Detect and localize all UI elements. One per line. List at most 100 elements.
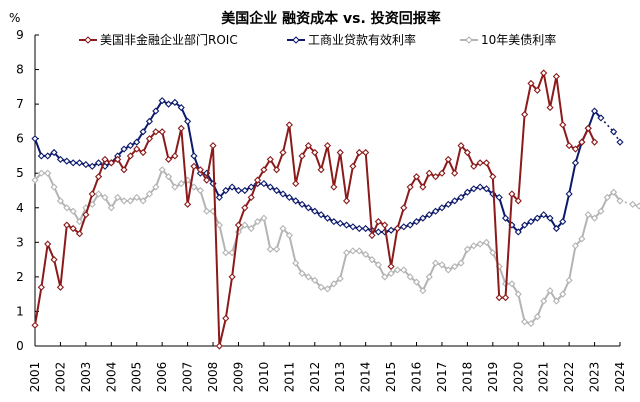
series-1	[31, 97, 624, 236]
data-point	[177, 180, 185, 188]
data-point	[514, 228, 522, 236]
data-point	[610, 128, 618, 136]
x-tick-label: 2002	[53, 362, 67, 393]
chart-title: 美国企业 融资成本 vs. 投资回报率	[221, 10, 440, 27]
data-point	[323, 214, 332, 222]
data-point	[152, 183, 160, 191]
data-point	[419, 214, 427, 222]
data-point	[368, 231, 376, 240]
data-point	[190, 183, 198, 191]
data-point	[50, 148, 58, 157]
data-point	[463, 188, 471, 196]
data-point	[279, 190, 287, 198]
data-point	[82, 161, 90, 169]
data-point	[527, 319, 535, 328]
data-point	[260, 180, 268, 188]
data-point	[50, 256, 58, 264]
data-point	[126, 152, 134, 160]
data-point	[69, 207, 77, 215]
data-point	[533, 86, 541, 94]
legend-swatch-marker	[465, 36, 473, 44]
plot-area: 0 1 2 3 4 5 6 7 8 9 2001 2002 2003 2004 2005 2006 2007 20…	[16, 28, 640, 392]
data-point	[56, 283, 65, 291]
data-point	[565, 141, 573, 150]
data-point	[451, 262, 459, 271]
data-point	[44, 169, 52, 177]
data-point	[285, 231, 293, 240]
data-point	[190, 152, 198, 160]
data-point	[304, 141, 313, 150]
data-point	[470, 185, 478, 193]
data-point	[266, 183, 274, 191]
data-point	[177, 124, 185, 132]
data-point	[177, 103, 185, 112]
data-point	[457, 259, 465, 267]
data-point	[222, 249, 230, 257]
data-point	[362, 250, 370, 259]
data-point	[552, 72, 560, 81]
x-tick-label: 2021	[537, 362, 551, 393]
data-point	[355, 224, 363, 233]
legend-item: 工商业贷款有效利率	[287, 32, 416, 47]
data-point	[304, 204, 313, 212]
data-point	[88, 190, 96, 198]
y-tick-label: 7	[16, 97, 24, 111]
data-point	[184, 200, 192, 208]
data-point	[247, 193, 255, 201]
data-point	[298, 200, 306, 208]
data-point	[311, 276, 319, 284]
data-point	[457, 193, 465, 201]
y-tick-label: 5	[16, 166, 24, 180]
data-point	[126, 141, 134, 150]
data-point	[590, 138, 599, 146]
data-point	[152, 128, 160, 136]
data-point	[285, 193, 293, 201]
data-point	[482, 238, 491, 246]
y-tick-label: 9	[16, 28, 24, 42]
data-point	[304, 273, 313, 281]
data-point	[412, 173, 421, 181]
data-point	[298, 269, 306, 278]
data-point	[546, 214, 554, 222]
data-point	[597, 114, 605, 122]
data-point	[101, 155, 109, 163]
x-tick-label: 2018	[460, 362, 474, 393]
data-point	[114, 193, 122, 201]
data-point	[120, 145, 128, 153]
data-point	[126, 197, 134, 205]
x-tick-label: 2017	[435, 362, 449, 393]
data-point	[234, 186, 243, 195]
data-point	[476, 183, 484, 191]
data-point	[508, 190, 516, 198]
data-point	[63, 204, 71, 212]
data-point	[37, 169, 45, 177]
data-point	[565, 190, 573, 198]
legend-swatch-marker	[84, 36, 92, 44]
data-point	[400, 266, 408, 274]
data-point	[590, 214, 599, 222]
data-point	[120, 197, 128, 205]
data-point	[31, 321, 39, 329]
data-point	[521, 221, 529, 229]
data-point	[95, 173, 103, 181]
data-point	[501, 294, 510, 302]
data-point	[374, 228, 382, 236]
axes: 0 1 2 3 4 5 6 7 8 9 2001 2002 2003 2004 2005 2006 2007 20…	[16, 28, 627, 392]
data-point	[590, 107, 599, 115]
data-point	[241, 186, 249, 195]
data-point	[425, 169, 433, 177]
data-point	[158, 97, 166, 105]
data-point	[311, 148, 319, 157]
data-point	[501, 214, 510, 222]
data-point	[482, 159, 491, 167]
data-point	[489, 173, 497, 181]
data-point	[56, 197, 65, 205]
data-point	[393, 224, 402, 233]
data-point	[412, 218, 421, 226]
data-point	[37, 152, 45, 160]
data-point	[31, 135, 39, 143]
x-tick-label: 2010	[257, 362, 271, 393]
x-tick-label: 2024	[613, 362, 627, 393]
data-point	[145, 190, 154, 198]
data-point	[260, 214, 268, 222]
